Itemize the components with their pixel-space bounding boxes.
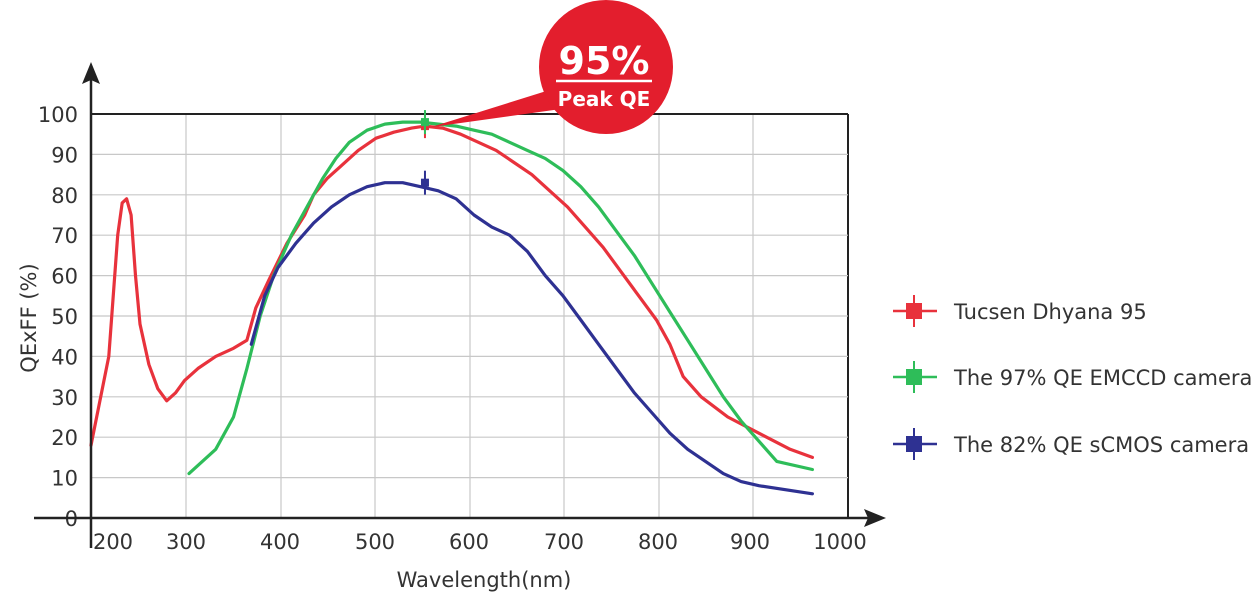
legend-label: The 82% QE sCMOS camera [953,433,1249,457]
y-tick-label: 80 [51,184,78,208]
y-tick-label: 70 [51,224,78,248]
x-tick-labels: 200 300 400 500 600 700 800 900 1000 [93,530,867,554]
x-tick-label: 900 [730,530,770,554]
grid [90,113,849,518]
y-tick-label: 30 [51,386,78,410]
peak-marker [420,170,429,195]
legend-item: The 82% QE sCMOS camera [893,428,1249,460]
y-tick-labels: 0102030405060708090100 [38,103,78,531]
y-axis-arrow [82,62,100,84]
callout-badge [539,0,673,134]
x-tick-label: 200 [93,530,133,554]
axes [34,62,886,548]
legend-item: Tucsen Dhyana 95 [893,295,1147,327]
y-tick-label: 10 [51,467,78,491]
x-axis-arrow [864,509,886,527]
x-tick-label: 800 [638,530,678,554]
y-tick-label: 50 [51,305,78,329]
y-axis-title: QExFF (%) [17,263,41,372]
y-tick-label: 90 [51,143,78,167]
callout-label: Peak QE [558,87,651,111]
x-tick-label: 500 [355,530,395,554]
legend-label: The 97% QE EMCCD camera [953,366,1252,390]
series-line-0 [89,124,814,459]
legend-label: Tucsen Dhyana 95 [953,300,1147,324]
legend: Tucsen Dhyana 95 The 97% QE EMCCD camera T… [893,295,1252,460]
x-axis-title: Wavelength(nm) [397,568,572,592]
x-tick-label: 700 [544,530,584,554]
peak-qe-callout: 95% Peak QE [430,0,673,134]
y-tick-label: 60 [51,265,78,289]
series-line-2 [249,181,814,496]
legend-swatch-square [906,436,922,452]
callout-value: 95% [559,39,650,83]
y-tick-label: 40 [51,345,78,369]
callout-pointer [430,88,568,128]
y-tick-label: 100 [38,103,78,127]
x-tick-label: 300 [166,530,206,554]
x-tick-label: 400 [260,530,300,554]
y-tick-label: 20 [51,426,78,450]
x-tick-label: 600 [449,530,489,554]
series-line-1 [187,120,814,476]
legend-swatch-square [906,369,922,385]
legend-item: The 97% QE EMCCD camera [893,361,1252,393]
x-tick-label: 1000 [813,530,866,554]
peak-marker [420,110,429,135]
series-lines [89,110,814,496]
legend-swatch-square [906,303,922,319]
